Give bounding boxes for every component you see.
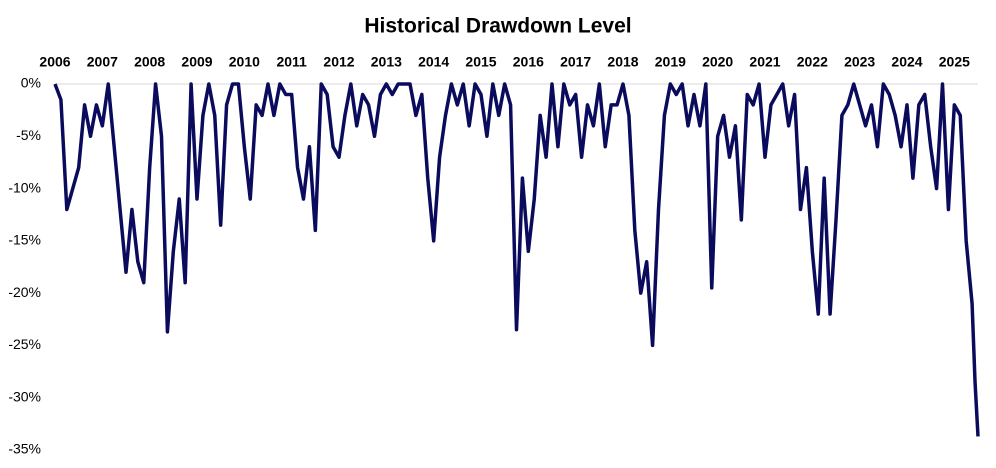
y-tick-label: -35%	[8, 441, 41, 457]
x-tick-label: 2009	[181, 54, 212, 70]
x-tick-label: 2019	[655, 54, 686, 70]
x-tick-label: 2007	[87, 54, 118, 70]
x-tick-label: 2020	[702, 54, 733, 70]
x-tick-label: 2016	[513, 54, 544, 70]
y-tick-label: -10%	[8, 179, 41, 195]
x-tick-label: 2011	[276, 54, 307, 70]
x-tick-label: 2010	[229, 54, 260, 70]
x-tick-label: 2006	[39, 54, 70, 70]
y-tick-label: -20%	[8, 284, 41, 300]
drawdown-line	[53, 82, 980, 437]
chart-title: Historical Drawdown Level	[364, 15, 631, 38]
x-tick-label: 2024	[891, 54, 922, 70]
x-tick-label: 2012	[323, 54, 354, 70]
x-tick-label: 2023	[844, 54, 875, 70]
y-tick-label: 0%	[21, 75, 41, 91]
x-tick-label: 2021	[749, 54, 780, 70]
x-tick-label: 2008	[134, 54, 165, 70]
y-tick-label: -25%	[8, 336, 41, 352]
y-tick-label: -30%	[8, 388, 41, 404]
x-tick-label: 2015	[465, 54, 496, 70]
x-tick-label: 2013	[371, 54, 402, 70]
x-tick-label: 2014	[418, 54, 449, 70]
x-tick-label: 2018	[607, 54, 638, 70]
y-tick-label: -5%	[16, 127, 41, 143]
x-tick-label: 2022	[797, 54, 828, 70]
x-tick-label: 2025	[939, 54, 970, 70]
x-tick-label: 2017	[560, 54, 591, 70]
y-tick-label: -15%	[8, 232, 41, 248]
